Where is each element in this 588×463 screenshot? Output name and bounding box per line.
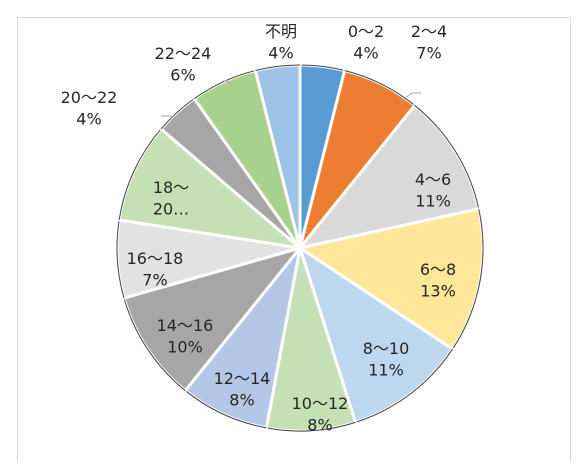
slice-category-label: 0〜2	[348, 22, 384, 41]
pie-slice-outline	[414, 105, 480, 209]
slice-label: 14〜16 10%	[157, 316, 214, 357]
pie-slice-outline	[123, 297, 186, 391]
pie-slice-outline	[344, 70, 416, 106]
slice-category-label: 不明	[265, 22, 297, 41]
slice-category-label: 12〜14	[214, 369, 271, 388]
slice-percent-label: 10%	[167, 338, 203, 357]
slice-category-label: 22〜24	[155, 44, 212, 63]
slice-label: 22〜24 6%	[155, 44, 212, 85]
slice-percent-label: 4%	[76, 110, 101, 129]
slice-percent-label: 4%	[353, 44, 378, 63]
slice-label: 16〜18 7%	[127, 249, 184, 290]
slice-label: 0〜2 4%	[348, 22, 384, 63]
slice-category-label: 20〜22	[61, 88, 118, 107]
pie-slice-outline	[255, 64, 301, 72]
slice-label: 20〜22 4%	[61, 88, 118, 129]
slice-percent-label: 7%	[142, 271, 167, 290]
slice-category-label: 2〜4	[411, 22, 447, 41]
slice-label: 2〜4 7%	[411, 22, 447, 63]
slice-label: 4〜6 11%	[415, 170, 451, 211]
leader-line	[161, 115, 183, 127]
leader-line	[400, 92, 421, 102]
slice-category-label: 8〜10	[363, 339, 410, 358]
slice-category-label: 6〜8	[420, 260, 456, 279]
slice-percent-label: 8%	[229, 391, 254, 410]
slice-category-label: 14〜16	[157, 316, 214, 335]
slice-label: 6〜8 13%	[420, 260, 456, 301]
slice-percent-label: 11%	[415, 192, 451, 211]
slice-category-label: 16〜18	[127, 249, 184, 268]
slice-label: 10〜12 8%	[292, 394, 349, 435]
pie-chart: 0〜2 4%2〜4 7%4〜6 11%6〜8 13%8〜10 11%10〜12 8%12〜1…	[61, 22, 485, 435]
slice-percent-label: 8%	[307, 416, 332, 435]
slice-percent-label: 11%	[368, 361, 404, 380]
slice-category-label: 18〜	[153, 178, 189, 197]
slice-label: 18〜 20…	[153, 178, 189, 219]
slice-category-label: 10〜12	[292, 394, 349, 413]
pie-slice-outline	[266, 421, 356, 432]
slice-percent-label: 13%	[420, 282, 456, 301]
slice-percent-label: 6%	[170, 66, 195, 85]
slice-percent-label: 4%	[268, 44, 293, 63]
pie-slice-outline	[184, 390, 267, 429]
slice-label: 8〜10 11%	[363, 339, 410, 380]
leader-line	[223, 80, 233, 86]
slice-category-label: 4〜6	[415, 170, 451, 189]
slice-label: 不明 4%	[265, 22, 297, 63]
chart-area: 0〜2 4% 2〜4 7% 4〜6 11% 6〜8 13% 8〜10 11% 10〜12 8% 12〜1…	[17, 17, 571, 462]
slice-label: 12〜14 8%	[214, 369, 271, 410]
pie-slice-outline	[193, 70, 256, 100]
pie-slice-outline	[116, 219, 125, 299]
pie-slice-outline	[118, 128, 162, 221]
slice-percent-label: 20…	[153, 200, 189, 219]
slice-percent-label: 7%	[416, 44, 441, 63]
pie-slice-outline	[452, 208, 484, 350]
pie-slice-outline	[355, 348, 453, 423]
